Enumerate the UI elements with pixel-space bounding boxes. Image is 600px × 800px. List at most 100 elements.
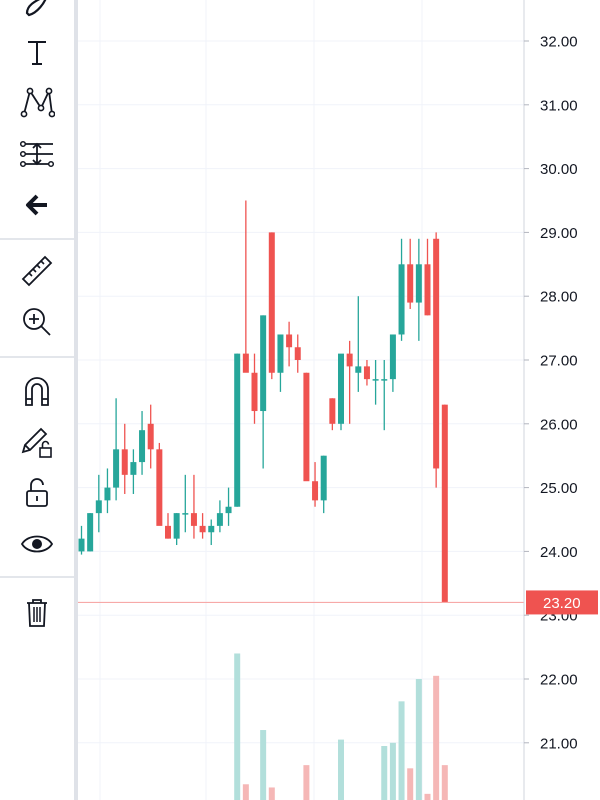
ruler-tool[interactable]: [12, 250, 62, 292]
candle-body: [173, 513, 180, 539]
price-tick-label: 32.00: [540, 34, 578, 51]
volume-bar: [381, 745, 388, 800]
zoom-tool[interactable]: [12, 301, 62, 343]
candlestick-chart[interactable]: 32.00 31.00 30.00 29.00 28.00 27.00 26.00 25.00…: [78, 0, 600, 800]
volume-bar: [234, 653, 241, 800]
toolbar-separator: [0, 576, 74, 578]
candle-body: [165, 525, 171, 539]
candle-body: [242, 353, 249, 373]
price-tick-label: 27.00: [540, 353, 578, 370]
price-tick-label: 28.00: [540, 289, 578, 306]
ruler-icon: [21, 255, 53, 287]
volume-bar: [424, 793, 431, 800]
text-icon: [28, 41, 46, 65]
candle-body: [329, 398, 336, 424]
eye-icon: [20, 535, 54, 553]
lock-open-icon: [26, 478, 48, 507]
price-chart[interactable]: 32.00 31.00 30.00 29.00 28.00 27.00 26.00 25.00…: [78, 0, 600, 800]
candle-body: [139, 430, 146, 463]
candle-body: [130, 462, 137, 475]
candle-body: [303, 372, 310, 482]
candle-body: [87, 513, 94, 552]
candle-body: [441, 404, 448, 603]
price-tick-label: 29.00: [540, 225, 578, 242]
candle-body: [121, 449, 128, 475]
volume-bar: [415, 679, 422, 800]
price-tick-label: 25.00: [540, 480, 578, 497]
trash-icon: [27, 599, 47, 627]
candle-body: [78, 538, 85, 552]
brush-icon: [25, 0, 47, 17]
pencil-lock-icon: [21, 427, 52, 458]
candle-body: [260, 315, 267, 412]
forecast-icon: [19, 140, 55, 168]
price-tick-label: 31.00: [540, 97, 578, 114]
candle-body: [363, 366, 370, 380]
candle-body: [407, 264, 414, 303]
candle-body: [268, 232, 275, 373]
candle-body: [355, 366, 362, 373]
magnet-icon: [25, 377, 49, 406]
candle-body: [424, 264, 431, 316]
lock-drawings-tool[interactable]: [12, 421, 62, 463]
candle-body: [156, 449, 163, 526]
candle-body: [381, 379, 388, 381]
candle-body: [147, 423, 154, 450]
current-price-label: 23.20: [543, 595, 581, 612]
volume-bar: [407, 768, 414, 800]
price-tick-label: 30.00: [540, 161, 578, 178]
volume-bar: [441, 765, 448, 800]
candle-body: [216, 513, 223, 526]
toolbar-separator: [0, 356, 74, 358]
candle-body: [320, 455, 327, 501]
pattern-tool[interactable]: [12, 81, 62, 123]
volume-bar: [242, 784, 249, 800]
candle-body: [225, 506, 232, 514]
magnet-tool[interactable]: [12, 370, 62, 412]
candle-body: [208, 525, 215, 533]
price-axis: [524, 0, 600, 800]
forecast-tool[interactable]: [12, 133, 62, 175]
visibility-tool[interactable]: [12, 523, 62, 565]
candle-body: [95, 500, 102, 514]
volume-bar: [260, 730, 267, 800]
price-tick-label: 26.00: [540, 416, 578, 433]
candle-body: [277, 334, 284, 373]
candle-body: [415, 264, 422, 303]
toolbar-border: [74, 0, 78, 800]
candle-body: [234, 353, 241, 507]
candle-body: [113, 449, 120, 488]
text-tool[interactable]: [12, 31, 62, 73]
price-tick-label: 21.00: [540, 735, 578, 752]
lock-tool[interactable]: [12, 472, 62, 514]
candle-body: [190, 513, 197, 526]
toolbar-separator: [0, 238, 74, 240]
candle-body: [199, 525, 206, 533]
back-tool[interactable]: [12, 184, 62, 226]
price-tick-label: 22.00: [540, 672, 578, 689]
volume-bar: [398, 701, 405, 800]
brush-tool[interactable]: [12, 0, 62, 28]
zoom-in-icon: [23, 308, 51, 336]
candle-body: [286, 334, 293, 348]
candle-body: [346, 353, 353, 367]
candle-body: [312, 481, 319, 501]
current-price-badge: [526, 590, 598, 615]
volume-bar: [303, 765, 310, 800]
candle-body: [372, 379, 379, 381]
volume-bar: [338, 739, 344, 800]
candle-body: [294, 347, 301, 360]
candle-body: [251, 372, 258, 412]
drawing-toolbar: [0, 0, 74, 800]
volume-bar: [433, 675, 440, 800]
candle-body: [398, 264, 405, 335]
candle-body: [433, 238, 440, 469]
candle-body: [389, 334, 396, 380]
delete-tool[interactable]: [12, 591, 62, 633]
arrow-left-icon: [26, 194, 47, 216]
candle-body: [338, 353, 344, 424]
price-tick-label: 24.00: [540, 544, 578, 561]
volume-bar: [268, 787, 275, 800]
pattern-icon: [20, 87, 55, 118]
candle-body: [182, 513, 189, 515]
